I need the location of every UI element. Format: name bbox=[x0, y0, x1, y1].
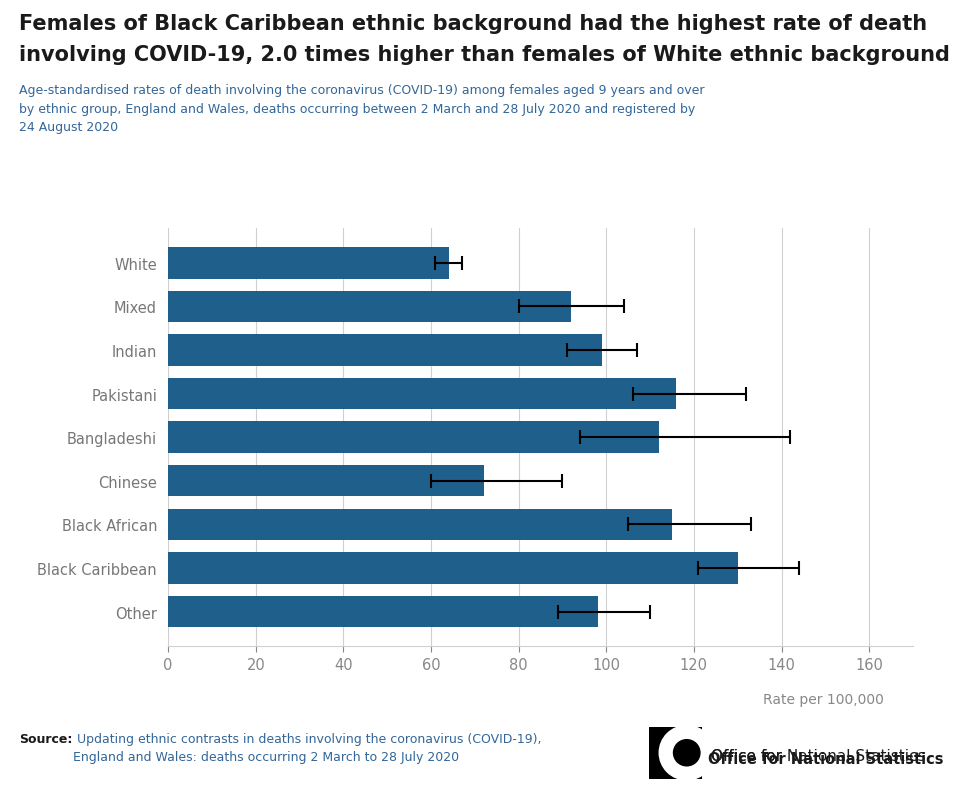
Bar bbox=[168, 422, 659, 454]
Text: Office for National Statistics: Office for National Statistics bbox=[708, 751, 944, 766]
Bar bbox=[168, 291, 571, 323]
Bar bbox=[168, 596, 598, 627]
Bar bbox=[168, 378, 677, 410]
Text: Females of Black Caribbean ethnic background had the highest rate of death: Females of Black Caribbean ethnic backgr… bbox=[19, 14, 927, 35]
Bar bbox=[168, 552, 738, 584]
Bar bbox=[168, 509, 672, 540]
Text: Office for: Office for bbox=[711, 748, 787, 764]
Bar bbox=[168, 248, 449, 279]
Circle shape bbox=[659, 726, 714, 780]
Text: Updating ethnic contrasts in deaths involving the coronavirus (COVID-19),
Englan: Updating ethnic contrasts in deaths invo… bbox=[73, 732, 542, 764]
Circle shape bbox=[674, 740, 700, 766]
Text: Age-standardised rates of death involving the coronavirus (COVID-19) among femal: Age-standardised rates of death involvin… bbox=[19, 84, 704, 134]
Text: Source:: Source: bbox=[19, 732, 73, 745]
Bar bbox=[168, 335, 602, 366]
Text: Rate per 100,000: Rate per 100,000 bbox=[763, 692, 884, 707]
Text: involving COVID-19, 2.0 times higher than females of White ethnic background: involving COVID-19, 2.0 times higher tha… bbox=[19, 45, 950, 65]
Bar bbox=[168, 466, 483, 497]
Text: Office for National Statistics: Office for National Statistics bbox=[711, 748, 925, 764]
